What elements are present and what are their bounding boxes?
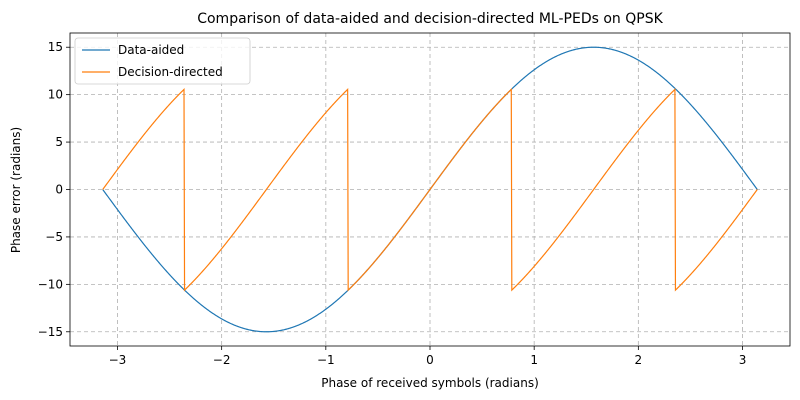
- x-tick-label: −1: [317, 353, 335, 367]
- y-tick-label: −5: [45, 230, 63, 244]
- series-layer: [102, 46, 758, 333]
- x-tick-label: 1: [530, 353, 538, 367]
- y-tick-label: −10: [38, 277, 63, 291]
- y-tick-label: 10: [48, 88, 63, 102]
- legend: Data-aided Decision-directed: [74, 37, 251, 85]
- x-tick-label: 3: [739, 353, 747, 367]
- x-tick-label: −3: [109, 353, 127, 367]
- x-tick-label: 2: [635, 353, 643, 367]
- y-axis: −15 −10 −5 0 5 10 15: [38, 40, 70, 339]
- y-axis-label: Phase error (radians): [9, 127, 23, 253]
- legend-label-data-aided: Data-aided: [118, 43, 184, 57]
- legend-label-decision-directed: Decision-directed: [118, 65, 223, 79]
- x-tick-label: 0: [426, 353, 434, 367]
- y-tick-label: 5: [55, 135, 63, 149]
- x-axis-label: Phase of received symbols (radians): [321, 376, 539, 390]
- y-tick-label: 0: [55, 183, 63, 197]
- x-axis: −3 −2 −1 0 1 2 3: [109, 346, 747, 367]
- y-tick-label: −15: [38, 325, 63, 339]
- x-tick-label: −2: [213, 353, 231, 367]
- y-tick-label: 15: [48, 40, 63, 54]
- chart-title: Comparison of data-aided and decision-di…: [197, 11, 663, 27]
- legend-box: [74, 37, 251, 85]
- series-line-decision-directed: [102, 88, 758, 292]
